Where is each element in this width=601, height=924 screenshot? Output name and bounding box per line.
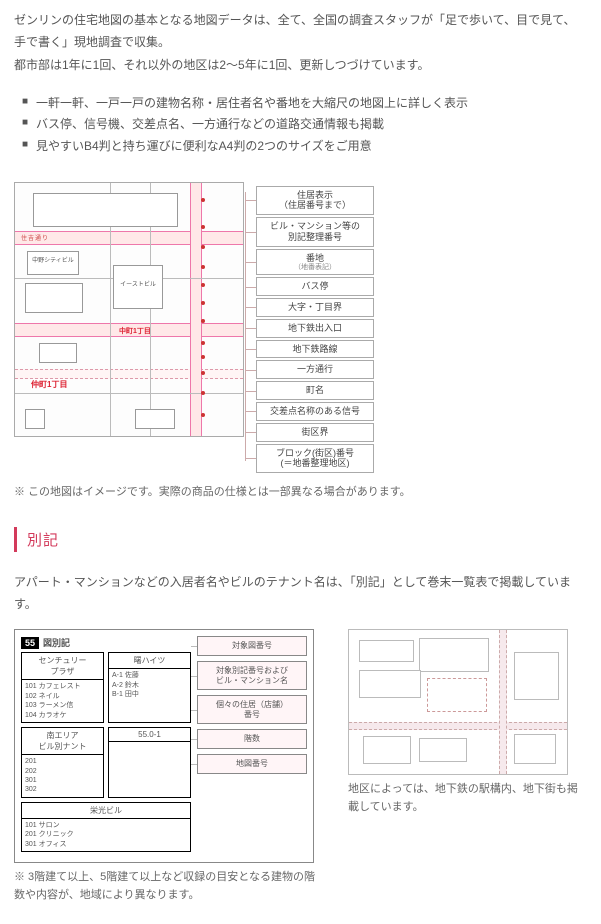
bekki-row: 55 図別記 センチュリープラザ 101 カフェレスト102 ネイル103 ラー… — [14, 629, 587, 904]
bekki-sample-box: 55 図別記 センチュリープラザ 101 カフェレスト102 ネイル103 ラー… — [14, 629, 314, 863]
metro-note: 地区によっては、地下鉄の駅構内、地下街も掲載しています。 — [348, 781, 578, 816]
bekki-group-body: 201202301302 — [22, 755, 103, 797]
map-block-label: 中町1丁目 — [119, 326, 151, 336]
legend-item: 住居表示（住居番号まで） — [256, 186, 374, 216]
legend-item: バス停 — [256, 277, 374, 296]
bekki-tag: 対象別記番号およびビル・マンション名 — [197, 661, 307, 690]
sample-map: 中野シティビル イーストビル 住吉通り 中町1丁目 仲町1丁目 — [14, 182, 244, 437]
metro-sample-map — [348, 629, 568, 775]
map-street-label: 住吉通り — [21, 233, 49, 242]
bekki-group-title: 曙ハイツ — [109, 653, 190, 669]
bekki-group-title: 栄光ビル — [22, 803, 190, 819]
bekki-tag: 地図番号 — [197, 754, 307, 774]
map-disclaimer: ※ この地図はイメージです。実際の商品の仕様とは一部異なる場合があります。 — [14, 483, 587, 499]
feature-item: 見やすいB4判と持ち運びに便利なA4判の2つのサイズをご用意 — [22, 136, 587, 158]
map-bldg-label: 中野シティビル — [27, 251, 79, 275]
bekki-group-body: 101 カフェレスト102 ネイル103 ラーメン信104 カラオケ — [22, 680, 103, 722]
intro-block: ゼンリンの住宅地図の基本となる地図データは、全て、全国の調査スタッフが「足で歩い… — [14, 10, 587, 77]
intro-line-2: 都市部は1年に1回、それ以外の地区は2～5年に1回、更新しつづけています。 — [14, 55, 587, 77]
section-heading-bekki: 別記 — [14, 527, 587, 552]
legend-item: 大字・丁目界 — [256, 298, 374, 317]
legend-item: 町名 — [256, 381, 374, 400]
map-bldg-label: イーストビル — [113, 265, 163, 309]
intro-line-1: ゼンリンの住宅地図の基本となる地図データは、全て、全国の調査スタッフが「足で歩い… — [14, 10, 587, 53]
bekki-note: ※ 3階建て以上、5階建て以上など収録の目安となる建物の階数や内容が、地域により… — [14, 869, 324, 904]
bekki-index-title: 図別記 — [43, 636, 70, 649]
legend-item: 交差点名称のある信号 — [256, 402, 374, 421]
map-legend: 住居表示（住居番号まで） ビル・マンション等の別記整理番号 番地（地番表記） バ… — [256, 182, 374, 474]
legend-item: ビル・マンション等の別記整理番号 — [256, 217, 374, 247]
feature-item: 一軒一軒、一戸一戸の建物名称・居住者名や番地を大縮尺の地図上に詳しく表示 — [22, 93, 587, 115]
bekki-group-body: 101 サロン201 クリニック301 オフィス — [22, 819, 190, 851]
bekki-group-title: センチュリープラザ — [22, 653, 103, 680]
bekki-index-num: 55 — [21, 637, 39, 649]
map-figure: 中野シティビル イーストビル 住吉通り 中町1丁目 仲町1丁目 住居表示（住居番… — [14, 182, 587, 474]
legend-item: 番地（地番表記） — [256, 249, 374, 275]
bekki-tag: 対象図番号 — [197, 636, 307, 656]
map-block-label: 仲町1丁目 — [31, 379, 67, 390]
bekki-group-title: 55.0-1 — [109, 728, 190, 742]
legend-item: 街区界 — [256, 423, 374, 442]
legend-item: 地下鉄路線 — [256, 340, 374, 359]
bekki-group-body: A-1 佐藤A-2 鈴木B-1 田中 — [109, 669, 190, 701]
bekki-group-body — [109, 742, 190, 762]
bekki-tag-legend: 対象図番号 対象別記番号およびビル・マンション名 個々の住居（店舗）番号 階数 … — [197, 636, 307, 856]
bekki-header: 55 図別記 — [21, 636, 191, 649]
legend-item: ブロック(街区)番号(＝地番整理地区) — [256, 444, 374, 474]
legend-item: 一方通行 — [256, 360, 374, 379]
feature-item: バス停、信号機、交差点名、一方通行などの道路交通情報も掲載 — [22, 114, 587, 136]
bekki-tag: 階数 — [197, 729, 307, 749]
feature-list: 一軒一軒、一戸一戸の建物名称・居住者名や番地を大縮尺の地図上に詳しく表示 バス停… — [22, 93, 587, 158]
legend-item: 地下鉄出入口 — [256, 319, 374, 338]
bekki-group-title: 南エリアビル別ナント — [22, 728, 103, 755]
bekki-lead: アパート・マンションなどの入居者名やビルのテナント名は、「別記」として巻末一覧表… — [14, 572, 587, 615]
